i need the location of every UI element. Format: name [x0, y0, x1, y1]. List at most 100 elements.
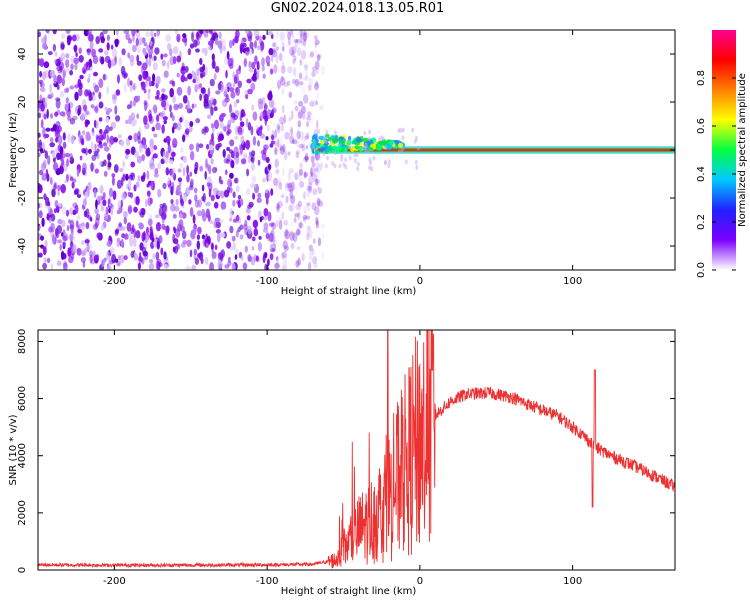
noise-cell	[250, 256, 256, 266]
noise-cell	[163, 53, 168, 58]
noise-cell	[314, 39, 320, 46]
noise-cell	[138, 222, 144, 230]
noise-cell	[237, 80, 242, 89]
noise-cell	[276, 31, 279, 38]
noise-cell	[308, 116, 314, 124]
noise-cell	[266, 109, 272, 119]
noise-cell	[100, 56, 105, 65]
noise-cell	[231, 262, 236, 270]
noise-cell	[273, 64, 278, 74]
noise-cell	[298, 168, 303, 177]
noise-cell	[142, 50, 148, 56]
noise-cell	[49, 142, 55, 148]
noise-cell	[197, 30, 203, 38]
noise-cell	[113, 137, 118, 143]
bottom-x-axis-label: Height of straight line (km)	[281, 586, 417, 597]
noise-cell	[94, 143, 97, 150]
noise-cell	[235, 68, 241, 75]
noise-cell	[50, 213, 56, 222]
noise-cell	[258, 235, 262, 240]
noise-cell	[262, 109, 268, 120]
noise-cell	[278, 181, 282, 186]
noise-cell	[287, 151, 291, 156]
noise-cell	[136, 44, 141, 54]
noise-cell	[283, 219, 289, 226]
noise-cell	[271, 135, 275, 141]
noise-cell	[307, 111, 312, 117]
noise-cell	[161, 211, 167, 221]
noise-cell	[62, 141, 67, 149]
noise-cell	[135, 230, 141, 239]
bottom-frame	[37, 329, 676, 571]
wisp-cell	[356, 166, 360, 172]
noise-cell	[189, 181, 194, 189]
noise-cell	[178, 213, 184, 219]
noise-cell	[49, 69, 56, 78]
noise-cell	[213, 73, 217, 81]
wisp-cell	[329, 139, 333, 145]
noise-cell	[57, 202, 62, 208]
noise-cell	[296, 258, 301, 267]
noise-cell	[128, 135, 133, 141]
noise-cell	[317, 187, 323, 194]
noise-cell	[148, 80, 152, 87]
noise-cell	[169, 80, 174, 85]
noise-cell	[52, 234, 55, 245]
noise-cell	[286, 80, 291, 86]
noise-cell	[214, 66, 220, 73]
noise-cell	[72, 244, 77, 252]
colorbar	[712, 30, 736, 270]
noise-cell	[295, 260, 300, 268]
noise-cell	[271, 221, 276, 231]
noise-cell	[292, 232, 298, 243]
noise-cell	[302, 217, 307, 223]
wisp-cell	[398, 149, 401, 155]
noise-cell	[289, 135, 294, 145]
noise-cell	[315, 100, 318, 106]
noise-cell	[180, 74, 186, 83]
noise-cell	[176, 55, 182, 63]
noise-cell	[313, 48, 317, 58]
noise-cell	[273, 177, 279, 187]
noise-cell	[172, 56, 177, 65]
noise-cell	[313, 255, 318, 263]
noise-cell	[153, 173, 159, 178]
wisp-cell	[367, 136, 371, 142]
noise-cell	[173, 226, 176, 232]
noise-cell	[189, 171, 193, 177]
noise-cell	[315, 216, 319, 226]
noise-cell	[271, 98, 275, 109]
wisp-cell	[331, 160, 335, 166]
noise-cell	[316, 181, 320, 190]
noise-cell	[79, 155, 83, 161]
noise-cell	[176, 122, 182, 131]
noise-cell	[87, 30, 92, 35]
noise-cell	[242, 223, 248, 231]
noise-cell	[179, 162, 183, 168]
noise-cell	[270, 188, 274, 196]
noise-cell	[55, 231, 60, 239]
noise-cell	[56, 58, 60, 64]
noise-cell	[104, 50, 109, 56]
noise-cell	[315, 178, 319, 186]
noise-cell	[281, 65, 286, 74]
noise-cell	[104, 55, 111, 64]
noise-cell	[163, 70, 169, 78]
noise-cell	[165, 150, 169, 159]
noise-cell	[122, 160, 125, 168]
noise-cell	[251, 61, 256, 70]
noise-cell	[60, 43, 65, 50]
noise-cell	[50, 113, 53, 119]
noise-cell	[296, 140, 300, 148]
noise-cell	[215, 221, 221, 229]
noise-cell	[303, 210, 307, 217]
noise-cell	[143, 100, 148, 106]
noise-cell	[62, 132, 66, 141]
noise-cell	[220, 201, 227, 210]
noise-cell	[64, 67, 70, 73]
noise-cell	[269, 222, 275, 227]
noise-cell	[319, 105, 324, 111]
noise-cell	[54, 111, 58, 117]
noise-cell	[132, 82, 137, 91]
noise-cell	[143, 230, 146, 241]
